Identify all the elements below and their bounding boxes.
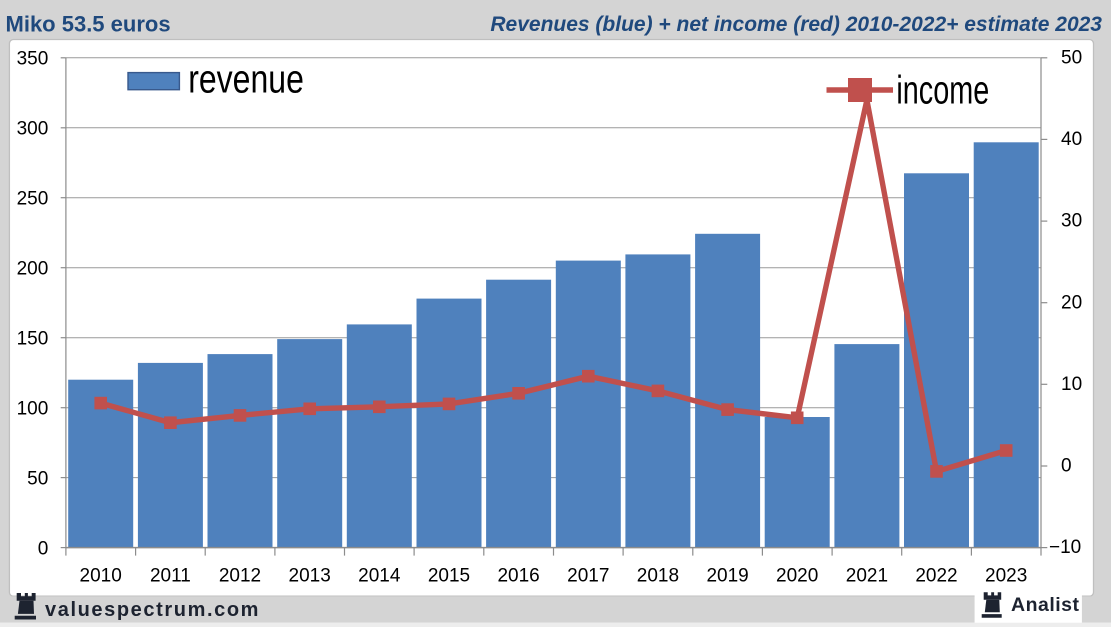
svg-text:2017: 2017: [567, 565, 609, 586]
svg-text:Revenues (blue) + net income (: Revenues (blue) + net income (red) 2010-…: [490, 13, 1102, 36]
svg-text:2011: 2011: [150, 565, 191, 586]
svg-text:10: 10: [1061, 374, 1082, 395]
svg-text:income: income: [896, 68, 989, 113]
svg-text:2019: 2019: [706, 565, 748, 586]
svg-text:150: 150: [17, 329, 49, 350]
svg-text:−10: −10: [1049, 537, 1081, 558]
svg-text:20: 20: [1061, 292, 1082, 313]
svg-text:2015: 2015: [428, 565, 470, 586]
svg-text:0: 0: [1061, 456, 1072, 477]
svg-text:Miko 53.5 euros: Miko 53.5 euros: [6, 12, 171, 37]
svg-text:40: 40: [1061, 129, 1082, 150]
svg-text:50: 50: [1061, 47, 1082, 68]
svg-text:350: 350: [17, 49, 49, 70]
svg-text:2010: 2010: [80, 565, 122, 586]
svg-text:revenue: revenue: [188, 56, 304, 101]
svg-text:2023: 2023: [985, 565, 1027, 586]
svg-text:250: 250: [17, 189, 49, 210]
svg-text:2014: 2014: [358, 565, 401, 586]
svg-text:0: 0: [38, 538, 49, 559]
svg-text:30: 30: [1061, 211, 1082, 232]
svg-text:100: 100: [17, 399, 49, 420]
svg-text:2018: 2018: [637, 565, 679, 586]
svg-text:200: 200: [17, 259, 49, 280]
svg-text:2013: 2013: [289, 565, 331, 586]
svg-text:300: 300: [17, 119, 49, 140]
svg-text:2012: 2012: [219, 565, 261, 586]
svg-text:Analist: Analist: [1011, 594, 1080, 616]
svg-text:2020: 2020: [776, 565, 818, 586]
svg-text:2016: 2016: [497, 565, 539, 586]
svg-text:2021: 2021: [846, 565, 888, 586]
svg-text:50: 50: [27, 468, 48, 489]
svg-text:valuespectrum.com: valuespectrum.com: [45, 599, 260, 621]
svg-text:2022: 2022: [915, 565, 957, 586]
